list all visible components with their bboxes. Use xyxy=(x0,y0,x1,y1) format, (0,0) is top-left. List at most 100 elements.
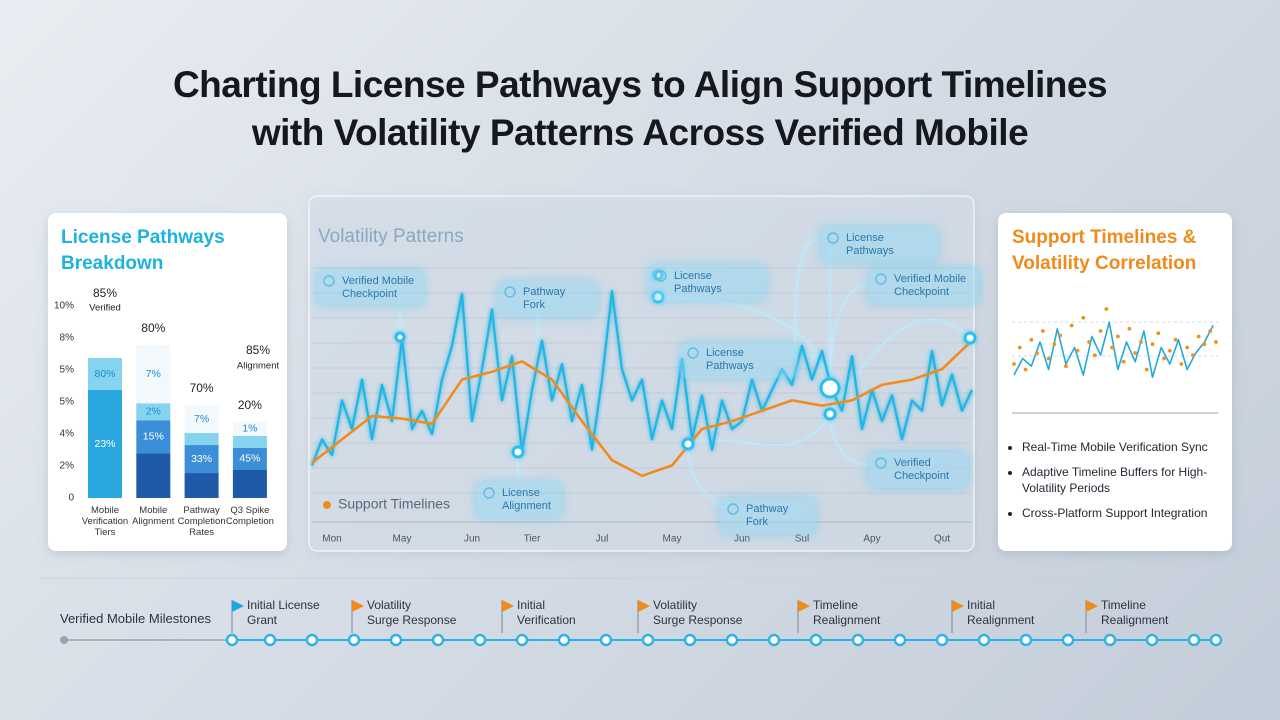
line-series xyxy=(311,339,973,478)
highlight-point xyxy=(963,331,977,345)
timeline-node xyxy=(389,633,403,647)
x-tick-label: Mon xyxy=(322,534,341,545)
y-tick-label: 5% xyxy=(60,365,75,376)
flag xyxy=(502,600,514,612)
bar-segment xyxy=(136,420,171,454)
scatter-point xyxy=(1046,356,1051,361)
callout: Pathway Fork xyxy=(497,281,597,317)
timeline-node xyxy=(809,633,823,647)
scatter-point xyxy=(1110,345,1115,350)
legend-label: Support Timelines xyxy=(338,496,450,512)
scatter-point xyxy=(1029,337,1034,342)
callout: License Pathways xyxy=(820,227,938,263)
x-tick-label: Jun xyxy=(464,534,480,545)
timeline-node xyxy=(893,633,907,647)
line-series xyxy=(1013,321,1214,378)
y-tick-label: 0 xyxy=(68,493,74,504)
milestone-label: Grant xyxy=(247,613,278,627)
scatter-point xyxy=(1069,323,1074,328)
legend-swatch xyxy=(323,501,331,509)
callout-icon xyxy=(323,275,335,287)
highlight-point xyxy=(823,407,837,421)
callout-icon xyxy=(727,503,739,515)
callout-icon xyxy=(483,487,495,499)
timeline-node xyxy=(767,633,781,647)
timeline-node xyxy=(263,633,277,647)
timeline-node xyxy=(225,633,239,647)
segment-label: 23% xyxy=(94,438,115,450)
timeline-node xyxy=(1061,633,1075,647)
panel-title: Volatility Patterns xyxy=(318,226,464,247)
scatter-point xyxy=(1144,367,1149,372)
milestone-label: Realignment xyxy=(813,613,881,627)
callout-icon xyxy=(875,273,887,285)
timeline-node xyxy=(473,633,487,647)
timeline-node xyxy=(851,633,865,647)
scatter-point xyxy=(1162,356,1166,361)
scatter-point xyxy=(1202,342,1207,347)
milestone-label: Volatility xyxy=(367,598,412,612)
scatter-point xyxy=(1167,348,1172,353)
panel-title: Volatility Correlation xyxy=(1012,253,1197,274)
callout: Verified Mobile Checkpoint xyxy=(868,268,980,304)
bullet: Real-Time Mobile Verification Sync xyxy=(1022,439,1234,455)
timeline-node xyxy=(977,633,991,647)
bar-segment xyxy=(232,435,267,448)
bar-segment xyxy=(184,433,219,446)
bar-segment xyxy=(136,403,171,421)
callout-icon xyxy=(504,286,516,298)
timeline-node xyxy=(305,633,319,647)
callout-icon xyxy=(655,270,667,282)
scatter-point xyxy=(1121,359,1126,364)
milestone-label: Surge Response xyxy=(367,613,457,627)
flag xyxy=(798,600,810,612)
milestone-label: Verification xyxy=(517,613,576,627)
timeline-node xyxy=(641,633,655,647)
milestone-label: Realignment xyxy=(1101,613,1169,627)
panel-title: License Pathways xyxy=(61,227,225,248)
scatter-point xyxy=(1023,367,1028,372)
scatter-point xyxy=(1185,345,1190,350)
milestone-label: Initial License xyxy=(247,598,320,612)
scatter-point xyxy=(1115,334,1120,339)
line-series xyxy=(310,290,973,466)
scatter-point xyxy=(1052,342,1057,347)
milestone-label: Surge Response xyxy=(653,613,743,627)
bar-segment xyxy=(184,405,219,434)
callout: License Pathways xyxy=(680,342,798,378)
bar-segment xyxy=(232,470,267,498)
callout-icon xyxy=(687,347,699,359)
x-tick-label: Jul xyxy=(596,534,609,545)
x-tick-label: Tier xyxy=(524,534,542,545)
milestones-label: Verified Mobile Milestones xyxy=(60,611,212,626)
segment-label: 45% xyxy=(239,453,260,465)
timeline-node xyxy=(1209,633,1223,647)
highlight-point xyxy=(651,290,665,304)
scatter-point xyxy=(1173,337,1178,342)
scatter-point xyxy=(1133,351,1138,355)
timeline-node xyxy=(725,633,739,647)
segment-label: 33% xyxy=(191,453,212,465)
callout: License Alignment xyxy=(476,482,562,518)
scatter-point xyxy=(1127,326,1132,331)
bullet: Adaptive Timeline Buffers for High-Volat… xyxy=(1022,464,1234,496)
scatter-point xyxy=(1058,333,1063,338)
flag xyxy=(952,600,964,612)
timeline-node xyxy=(935,633,949,647)
scatter-point xyxy=(1139,340,1143,344)
highlight-point xyxy=(511,445,525,459)
y-tick-label: 2% xyxy=(60,461,75,472)
x-tick-label: Apy xyxy=(863,534,880,545)
scatter-point xyxy=(1196,334,1201,339)
highlight-point xyxy=(681,437,695,451)
bullet-list: Real-Time Mobile Verification Sync Adapti… xyxy=(1008,439,1234,530)
bar-segment xyxy=(88,390,122,498)
segment-label: 1% xyxy=(242,423,257,435)
bar-segment xyxy=(232,421,267,436)
segment-label: 2% xyxy=(146,406,161,418)
scatter-point xyxy=(1092,353,1097,358)
scatter-point xyxy=(1012,362,1016,366)
bullet: Cross-Platform Support Integration xyxy=(1022,505,1234,521)
scatter-point xyxy=(1179,362,1184,366)
